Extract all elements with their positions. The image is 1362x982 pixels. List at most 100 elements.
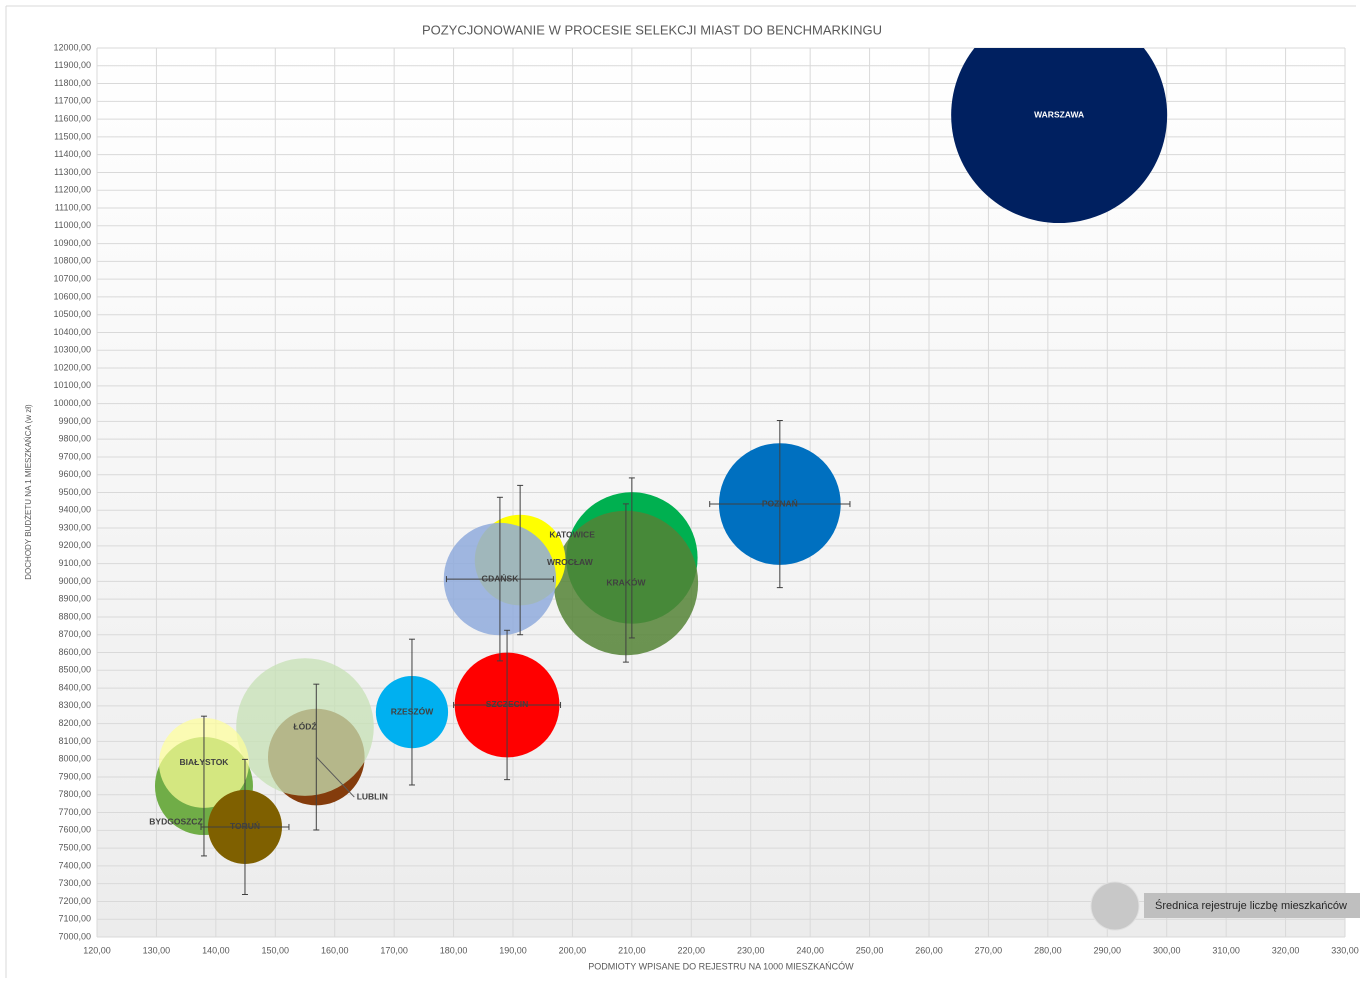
y-tick-label: 10900,00: [53, 238, 91, 248]
y-tick-label: 9200,00: [58, 540, 91, 550]
x-tick-label: 160,00: [321, 945, 349, 955]
bubble-label: GDAŃSK: [482, 573, 520, 583]
y-tick-label: 10100,00: [53, 380, 91, 390]
y-error-bar: [517, 484, 524, 636]
x-tick-label: 330,00: [1331, 945, 1359, 955]
y-tick-label: 8100,00: [58, 736, 91, 746]
bubble-label: WARSZAWA: [1034, 109, 1084, 119]
y-tick-label: 11200,00: [54, 185, 91, 195]
legend-note: Średnica rejestruje liczbę mieszkańców: [1155, 899, 1347, 912]
y-tick-label: 9300,00: [58, 522, 91, 532]
bubble-label: POZNAŃ: [762, 498, 798, 508]
y-tick-label: 12000,00: [53, 42, 91, 52]
legend-bubble: [1090, 881, 1140, 931]
bubble-label: BYDGOSZCZ: [149, 816, 202, 826]
y-tick-label: 9600,00: [58, 469, 91, 479]
y-tick-label: 10200,00: [53, 362, 91, 372]
y-tick-label: 8800,00: [58, 611, 91, 621]
chart-title: POZYCJONOWANIE W PROCESIE SELEKCJI MIAST…: [422, 22, 882, 37]
y-tick-label: 8200,00: [58, 718, 91, 728]
y-tick-label: 7900,00: [58, 771, 91, 781]
y-tick-label: 9500,00: [58, 487, 91, 497]
bubble-label: RZESZÓW: [391, 705, 434, 716]
y-tick-label: 9800,00: [58, 434, 91, 444]
y-tick-label: 7800,00: [58, 789, 91, 799]
x-axis-label: PODMIOTY WPISANE DO REJESTRU NA 1000 MIE…: [588, 961, 854, 971]
y-tick-label: 7200,00: [58, 896, 91, 906]
x-error-bar: [200, 823, 290, 830]
x-error-bar: [445, 576, 554, 583]
y-error-bar: [408, 638, 415, 786]
bubble: [236, 658, 374, 796]
y-tick-label: 11000,00: [54, 220, 91, 230]
y-tick-label: 7600,00: [58, 825, 91, 835]
y-error-bar: [200, 715, 207, 857]
bubble-label: WROCŁAW: [547, 557, 594, 567]
y-tick-label: 11300,00: [54, 167, 91, 177]
x-tick-label: 200,00: [559, 945, 587, 955]
x-error-bar: [709, 501, 851, 508]
y-tick-label: 8700,00: [58, 629, 91, 639]
y-tick-label: 11400,00: [54, 149, 91, 159]
x-tick-label: 300,00: [1153, 945, 1181, 955]
y-tick-label: 7000,00: [58, 931, 91, 941]
y-tick-label: 8300,00: [58, 700, 91, 710]
y-tick-label: 10800,00: [53, 256, 91, 266]
bubble: [951, 48, 1168, 223]
y-tick-label: 10700,00: [53, 274, 91, 284]
y-tick-label: 9000,00: [58, 576, 91, 586]
y-tick-label: 11100,00: [55, 202, 91, 212]
x-tick-label: 280,00: [1034, 945, 1062, 955]
x-tick-label: 240,00: [796, 945, 824, 955]
y-tick-label: 7400,00: [58, 860, 91, 870]
y-tick-label: 8600,00: [58, 647, 91, 657]
bubble-label: BIAŁYSTOK: [179, 757, 229, 767]
y-tick-label: 8400,00: [58, 682, 91, 692]
y-tick-label: 10300,00: [53, 345, 91, 355]
y-tick-label: 11900,00: [54, 60, 91, 70]
bubble-label: KRAKÓW: [606, 576, 646, 587]
bubble-label: LUBLIN: [357, 791, 388, 801]
bubble-label: TORUŃ: [230, 821, 260, 831]
y-error-bar: [628, 477, 635, 639]
y-tick-label: 10000,00: [53, 398, 91, 408]
x-tick-label: 260,00: [915, 945, 943, 955]
x-tick-label: 270,00: [975, 945, 1003, 955]
y-tick-label: 7700,00: [58, 807, 91, 817]
x-tick-label: 210,00: [618, 945, 646, 955]
x-tick-label: 230,00: [737, 945, 765, 955]
y-tick-label: 9700,00: [58, 451, 91, 461]
x-tick-label: 140,00: [202, 945, 230, 955]
x-tick-label: 150,00: [262, 945, 290, 955]
bubble-labels: WARSZAWA POZNAŃ WROCŁAW KRAKÓW KATOWICE GDAŃS…: [149, 109, 1084, 896]
x-tick-label: 310,00: [1212, 945, 1240, 955]
x-tick-label: 190,00: [499, 945, 527, 955]
x-tick-label: 220,00: [678, 945, 706, 955]
y-error-bar: [622, 503, 629, 663]
y-tick-label: 11500,00: [54, 131, 91, 141]
legend-box: [1144, 893, 1360, 918]
bubble-label: ŁÓDŹ: [293, 720, 316, 731]
y-tick-label: 10400,00: [53, 327, 91, 337]
x-tick-label: 130,00: [143, 945, 171, 955]
y-tick-label: 8000,00: [58, 754, 91, 764]
y-tick-label: 10600,00: [53, 291, 91, 301]
y-tick-label: 7300,00: [58, 878, 91, 888]
y-tick-label: 11600,00: [54, 113, 91, 123]
y-tick-label: 11700,00: [54, 96, 91, 106]
x-tick-label: 320,00: [1272, 945, 1300, 955]
y-tick-label: 7500,00: [58, 842, 91, 852]
y-tick-label: 9100,00: [58, 558, 91, 568]
y-tick-label: 8500,00: [58, 665, 91, 675]
y-tick-label: 10500,00: [53, 309, 91, 319]
x-tick-label: 170,00: [380, 945, 408, 955]
y-tick-label: 9900,00: [58, 416, 91, 426]
x-tick-label: 180,00: [440, 945, 468, 955]
bubble-label: SZCZECIN: [486, 699, 529, 709]
x-tick-label: 250,00: [856, 945, 884, 955]
bubble-label: KATOWICE: [549, 529, 595, 539]
y-tick-label: 9400,00: [58, 505, 91, 515]
y-tick-label: 8900,00: [58, 594, 91, 604]
y-tick-label: 11800,00: [54, 78, 91, 88]
